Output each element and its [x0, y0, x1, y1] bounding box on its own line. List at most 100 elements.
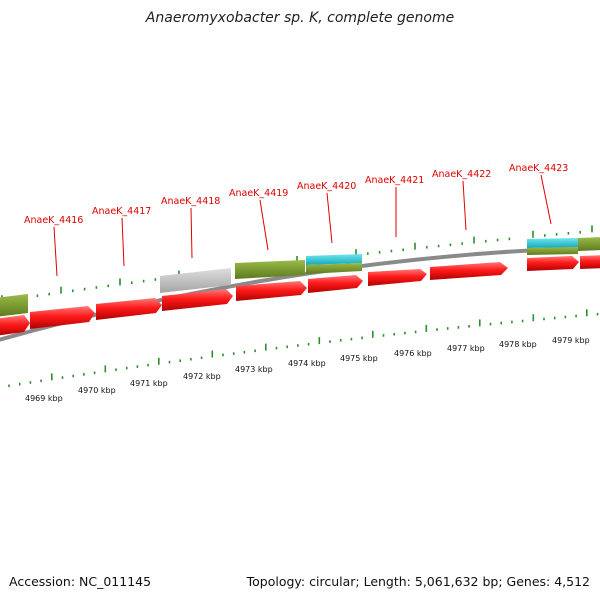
minor-tick	[243, 350, 246, 354]
minor-tick	[579, 231, 581, 234]
minor-tick	[511, 320, 513, 324]
minor-tick	[350, 337, 353, 341]
minor-tick	[449, 243, 452, 247]
major-tick	[586, 309, 588, 317]
scale-label: 4976 kbp	[394, 349, 432, 358]
minor-tick	[48, 292, 50, 296]
minor-tick	[555, 233, 558, 236]
minor-tick	[404, 331, 406, 335]
minor-tick	[339, 339, 342, 342]
gene-arrow	[580, 255, 600, 269]
minor-tick	[200, 356, 203, 360]
minor-tick	[437, 244, 440, 248]
scale-label: 4978 kbp	[499, 340, 537, 349]
scale-label: 4974 kbp	[288, 359, 326, 368]
minor-tick	[500, 321, 502, 325]
minor-tick	[18, 382, 21, 386]
feature-track-upper	[0, 237, 600, 317]
minor-tick	[575, 314, 577, 318]
scale-label: 4972 kbp	[183, 372, 221, 381]
major-tick	[473, 236, 475, 244]
minor-tick	[142, 279, 145, 283]
minor-tick	[329, 340, 331, 343]
genome-summary: Topology: circular; Length: 5,061,632 bp…	[246, 574, 590, 589]
scale-label: 4973 kbp	[235, 365, 273, 374]
olive-feature	[578, 237, 600, 251]
minor-tick	[508, 237, 511, 241]
major-tick	[414, 242, 416, 250]
minor-tick	[393, 332, 395, 336]
major-tick	[532, 314, 535, 322]
gene-arrow	[30, 306, 95, 329]
minor-tick	[147, 363, 149, 367]
minor-tick	[461, 242, 463, 245]
minor-tick	[489, 322, 492, 326]
gene-arrow	[308, 275, 363, 293]
minor-tick	[426, 245, 428, 249]
gene-label: AnaeK_4423	[509, 163, 568, 174]
minor-tick	[567, 232, 570, 235]
major-tick	[318, 337, 321, 345]
olive-feature	[235, 260, 305, 279]
minor-tick	[131, 281, 133, 284]
minor-tick	[382, 334, 385, 337]
minor-tick	[390, 249, 393, 253]
major-tick	[479, 319, 481, 327]
minor-tick	[29, 381, 32, 384]
major-tick	[158, 357, 160, 365]
gene-label: AnaeK_4421	[365, 175, 424, 186]
gene-label: AnaeK_4418	[161, 196, 220, 207]
minor-tick	[414, 330, 417, 334]
olive-feature	[306, 263, 362, 274]
major-tick	[425, 324, 428, 332]
gene-arrow	[527, 256, 579, 271]
minor-tick	[564, 315, 567, 319]
scale-label: 4969 kbp	[25, 394, 63, 403]
gene-leader-line	[53, 226, 58, 277]
minor-tick	[446, 327, 449, 330]
gene-label: AnaeK_4422	[432, 169, 491, 180]
gene-leader-line	[462, 180, 467, 231]
minor-tick	[286, 345, 288, 349]
major-tick	[119, 278, 121, 286]
inner-tick-row	[8, 309, 599, 388]
minor-tick	[154, 278, 157, 281]
gene-arrow	[96, 298, 162, 320]
major-tick	[51, 373, 53, 381]
olive-feature	[0, 294, 28, 317]
gene-arrow	[368, 269, 427, 286]
gene-label: AnaeK_4419	[229, 188, 288, 199]
minor-tick	[8, 384, 10, 388]
genome-title: Anaeromyxobacter sp. K, complete genome	[145, 10, 455, 26]
gene-label: AnaeK_4416	[24, 215, 83, 226]
minor-tick	[93, 371, 96, 375]
minor-tick	[544, 234, 546, 237]
gene-leader-line	[259, 199, 269, 251]
major-tick	[591, 225, 593, 233]
minor-tick	[83, 287, 86, 291]
major-tick	[60, 286, 62, 294]
minor-tick	[367, 252, 369, 255]
minor-tick	[275, 346, 278, 350]
scale-label: 4979 kbp	[552, 336, 590, 345]
minor-tick	[553, 316, 556, 320]
minor-tick	[596, 312, 599, 316]
gene-arrow	[236, 281, 307, 301]
minor-tick	[457, 326, 460, 329]
minor-tick	[36, 294, 39, 298]
gene-arrow	[0, 315, 30, 336]
minor-tick	[222, 353, 224, 357]
minor-tick	[107, 284, 109, 288]
minor-tick	[543, 317, 545, 321]
gene-track	[0, 255, 600, 336]
minor-tick	[115, 368, 117, 371]
gene-label-group: AnaeK_4416 AnaeK_4417 AnaeK_4418 AnaeK_4419…	[24, 163, 568, 277]
cyan-feature	[527, 238, 578, 248]
minor-tick	[468, 325, 470, 328]
minor-tick	[402, 248, 404, 252]
gene-label: AnaeK_4420	[297, 181, 356, 192]
cyan-feature	[306, 254, 362, 265]
scale-label: 4975 kbp	[340, 354, 378, 363]
minor-tick	[297, 344, 299, 347]
